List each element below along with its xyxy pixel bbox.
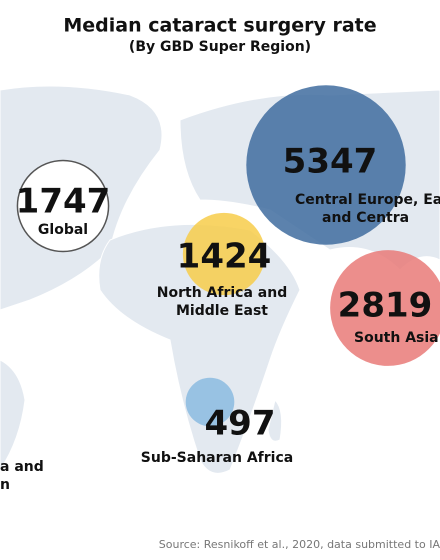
region-label: and Centra	[322, 210, 409, 226]
bubble	[185, 377, 235, 427]
bubble	[182, 212, 266, 296]
value-label: 497	[205, 404, 276, 444]
bubble	[330, 250, 440, 366]
region-label: North Africa and	[157, 285, 287, 301]
value-label: 5347	[283, 142, 378, 182]
region-label: n	[0, 477, 10, 493]
value-label: 1747	[16, 182, 111, 222]
bubble	[16, 159, 110, 253]
region-label: Global	[38, 222, 88, 238]
region-label: Middle East	[176, 303, 268, 319]
subtitle: (By GBD Super Region)	[129, 39, 311, 55]
source: Source: Resnikoff et al., 2020, data sub…	[159, 538, 440, 551]
value-label: 2819	[338, 286, 433, 326]
title: Median cataract surgery rate	[63, 15, 376, 37]
region-label: South Asia	[354, 330, 439, 346]
region-label: Central Europe, Eas	[295, 192, 440, 208]
region-label: a and	[0, 459, 44, 475]
region-label: Sub-Saharan Africa	[141, 450, 293, 466]
bubble	[246, 85, 406, 245]
value-label: 1424	[177, 237, 272, 277]
